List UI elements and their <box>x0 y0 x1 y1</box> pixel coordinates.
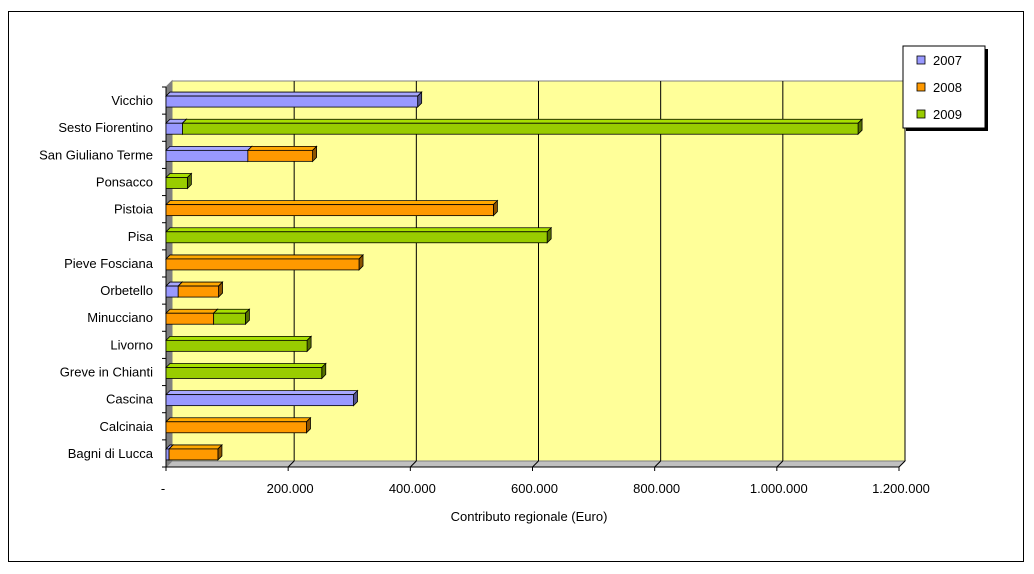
y-tick-label-bagni-di-lucca: Bagni di Lucca <box>68 446 154 461</box>
x-tick-label-1200000: 1.200.000 <box>872 481 930 496</box>
bar-livorno-2009-top <box>165 335 313 341</box>
x-tick-label-400000: 400.000 <box>389 481 436 496</box>
gridline-floor-1200000 <box>898 460 906 468</box>
bar-vicchio-2007-top <box>165 91 423 97</box>
bar-ponsacco-2009 <box>165 177 188 189</box>
bar-pistoia-2008-top <box>165 200 499 206</box>
bar-vicchio-2007 <box>165 95 419 108</box>
y-tick-label-minucciano: Minucciano <box>87 310 153 325</box>
gridline-floor-800000 <box>654 460 662 468</box>
bar-calcinaia-2008 <box>165 421 307 434</box>
y-tick-label-orbetello: Orbetello <box>100 283 153 298</box>
x-tick-label-1000000: 1.000.000 <box>750 481 808 496</box>
bar-pisa-2009-top <box>165 227 553 233</box>
bar-cascina-2007 <box>165 394 354 407</box>
bar-minucciano-2008-top <box>165 308 219 314</box>
bar-bagni-di-lucca-2007 <box>165 448 170 461</box>
y-tick-label-vicchio: Vicchio <box>111 93 153 108</box>
legend-label-2008: 2008 <box>933 80 962 95</box>
y-tick-label-cascina: Cascina <box>106 392 154 407</box>
gridline-floor-400000 <box>409 460 417 468</box>
bar-cascina-2007-top <box>165 390 359 396</box>
bar-minucciano-2009-top <box>212 308 251 314</box>
bar-pieve-fosciana-2008-top <box>165 254 364 260</box>
bar-livorno-2009 <box>165 339 308 352</box>
bar-sesto-fiorentino-2009 <box>182 122 859 135</box>
y-tick-label-greve-in-chianti: Greve in Chianti <box>60 365 153 380</box>
bar-bagni-di-lucca-2008-top <box>168 444 223 450</box>
y-tick-label-sesto-fiorentino: Sesto Fiorentino <box>58 120 153 135</box>
y-tick-label-pisa: Pisa <box>128 229 154 244</box>
plot-area-side-wall <box>165 79 173 469</box>
bar-bagni-di-lucca-2008 <box>168 448 219 461</box>
gridline-floor-200000 <box>287 460 295 468</box>
bar-minucciano-2009 <box>213 312 246 325</box>
bar-orbetello-2008 <box>177 285 219 298</box>
x-tick-label-200000: 200.000 <box>267 481 314 496</box>
gridline-floor-600000 <box>532 460 539 468</box>
bar-san-giuliano-terme-2008 <box>247 149 314 162</box>
bar-pisa-2009 <box>165 231 548 244</box>
bar-orbetello-2008-top <box>177 281 224 287</box>
bar-greve-in-chianti-2009 <box>165 367 323 379</box>
y-tick-label-ponsacco: Ponsacco <box>96 175 153 190</box>
bar-pistoia-2008 <box>165 204 494 217</box>
y-tick-label-livorno: Livorno <box>110 337 153 352</box>
bar-greve-in-chianti-2009-top <box>165 363 327 368</box>
gridline-floor-1000000 <box>776 460 784 468</box>
legend-swatch-2007 <box>916 55 926 65</box>
bar-sesto-fiorentino-2009-top <box>181 118 864 124</box>
bar-san-giuliano-terme-2007 <box>165 149 249 162</box>
bar-orbetello-2007 <box>165 285 179 298</box>
bar-minucciano-2008 <box>165 312 215 325</box>
bar-calcinaia-2008-top <box>165 417 312 423</box>
legend-swatch-2008 <box>916 82 926 92</box>
y-tick-label-pistoia: Pistoia <box>114 202 154 217</box>
legend-label-2007: 2007 <box>933 53 962 68</box>
bar-pieve-fosciana-2008 <box>165 258 360 271</box>
bar-sesto-fiorentino-2007 <box>165 122 183 135</box>
y-tick-label-pieve-fosciana: Pieve Fosciana <box>64 256 154 271</box>
x-tick-label-600000: 600.000 <box>511 481 558 496</box>
bar-san-giuliano-terme-2007-top <box>165 145 253 151</box>
x-axis-title: Contributo regionale (Euro) <box>451 509 608 524</box>
y-tick-label-san-giuliano-terme: San Giuliano Terme <box>39 147 153 162</box>
y-tick-label-calcinaia: Calcinaia <box>100 419 154 434</box>
legend-swatch-2009 <box>916 109 926 119</box>
legend-label-2009: 2009 <box>933 107 962 122</box>
bar-san-giuliano-terme-2008-top <box>246 145 318 151</box>
x-tick-label-800000: 800.000 <box>633 481 680 496</box>
x-tick-label-0: - <box>161 481 165 496</box>
